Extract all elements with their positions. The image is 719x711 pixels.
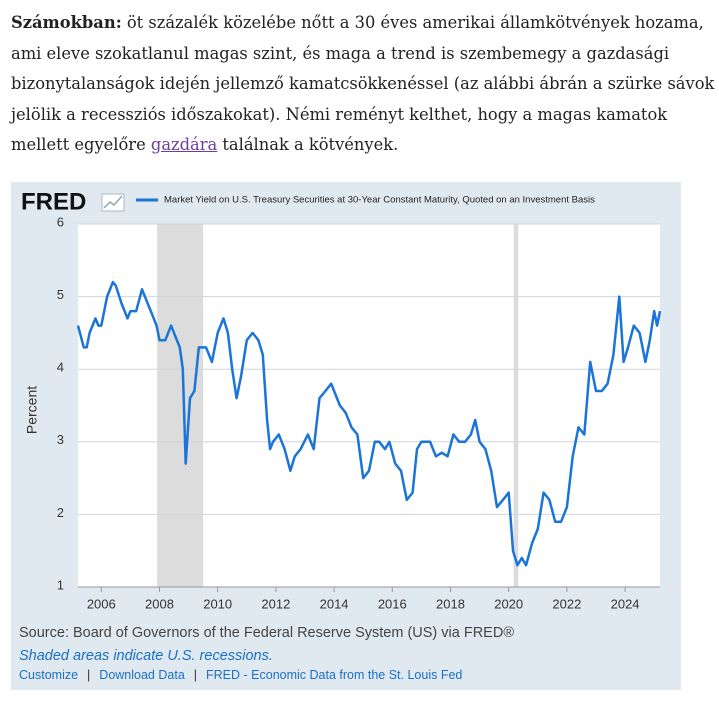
y-tick-label: 4: [57, 360, 64, 375]
x-tick-label: 2014: [320, 596, 349, 611]
series-line: [76, 280, 662, 567]
recession-band: [157, 224, 204, 587]
y-axis-label: Percent: [24, 386, 40, 434]
y-tick-label: 1: [57, 577, 64, 592]
x-tick-label: 2016: [378, 596, 407, 611]
footer-links: Customize | Download Data | FRED - Economic …: [19, 668, 462, 682]
text: öt százalék közelébe nőtt a 30 éves amer…: [11, 13, 715, 154]
x-tick-label: 2018: [436, 596, 465, 611]
separator: |: [193, 668, 198, 682]
legend-label: Market Yield on U.S. Treasury Securities…: [164, 195, 595, 206]
x-tick-label: 2012: [261, 596, 290, 611]
chart: FRED Market Yield on U.S. Treasury Secur…: [21, 188, 662, 611]
note: Shaded areas indicate U.S. recessions.: [19, 648, 273, 664]
y-tick-label: 2: [57, 505, 64, 520]
x-tick-label: 2024: [611, 596, 640, 611]
source: Source: Board of Governors of the Federa…: [19, 625, 515, 641]
lead: Számokban:: [11, 13, 122, 32]
logo-icon: [101, 193, 125, 212]
x-tick-label: 2008: [145, 596, 174, 611]
y-tick-label: 5: [57, 287, 64, 302]
x-tick-label: 2010: [203, 596, 232, 611]
footer-link[interactable]: Customize: [19, 668, 79, 682]
text: találnak a kötvények.: [217, 135, 399, 154]
separator: |: [87, 668, 91, 682]
link[interactable]: gazdára: [150, 135, 218, 154]
y-tick-label: 3: [57, 432, 64, 447]
y-tick-label: 6: [57, 214, 64, 229]
x-tick-label: 2020: [494, 596, 523, 611]
x-tick-label: 2006: [87, 596, 116, 611]
article-paragraph: Számokban: öt százalék közelébe nőtt a 3…: [11, 8, 717, 161]
recession-band: [513, 224, 519, 587]
logo: FRED: [21, 188, 86, 215]
x-tick-label: 2022: [552, 596, 581, 611]
footer-link[interactable]: FRED - Economic Data from the St. Louis …: [206, 668, 463, 682]
chart-box: FRED Market Yield on U.S. Treasury Secur…: [11, 182, 681, 690]
footer-link[interactable]: Download Data: [99, 668, 185, 682]
